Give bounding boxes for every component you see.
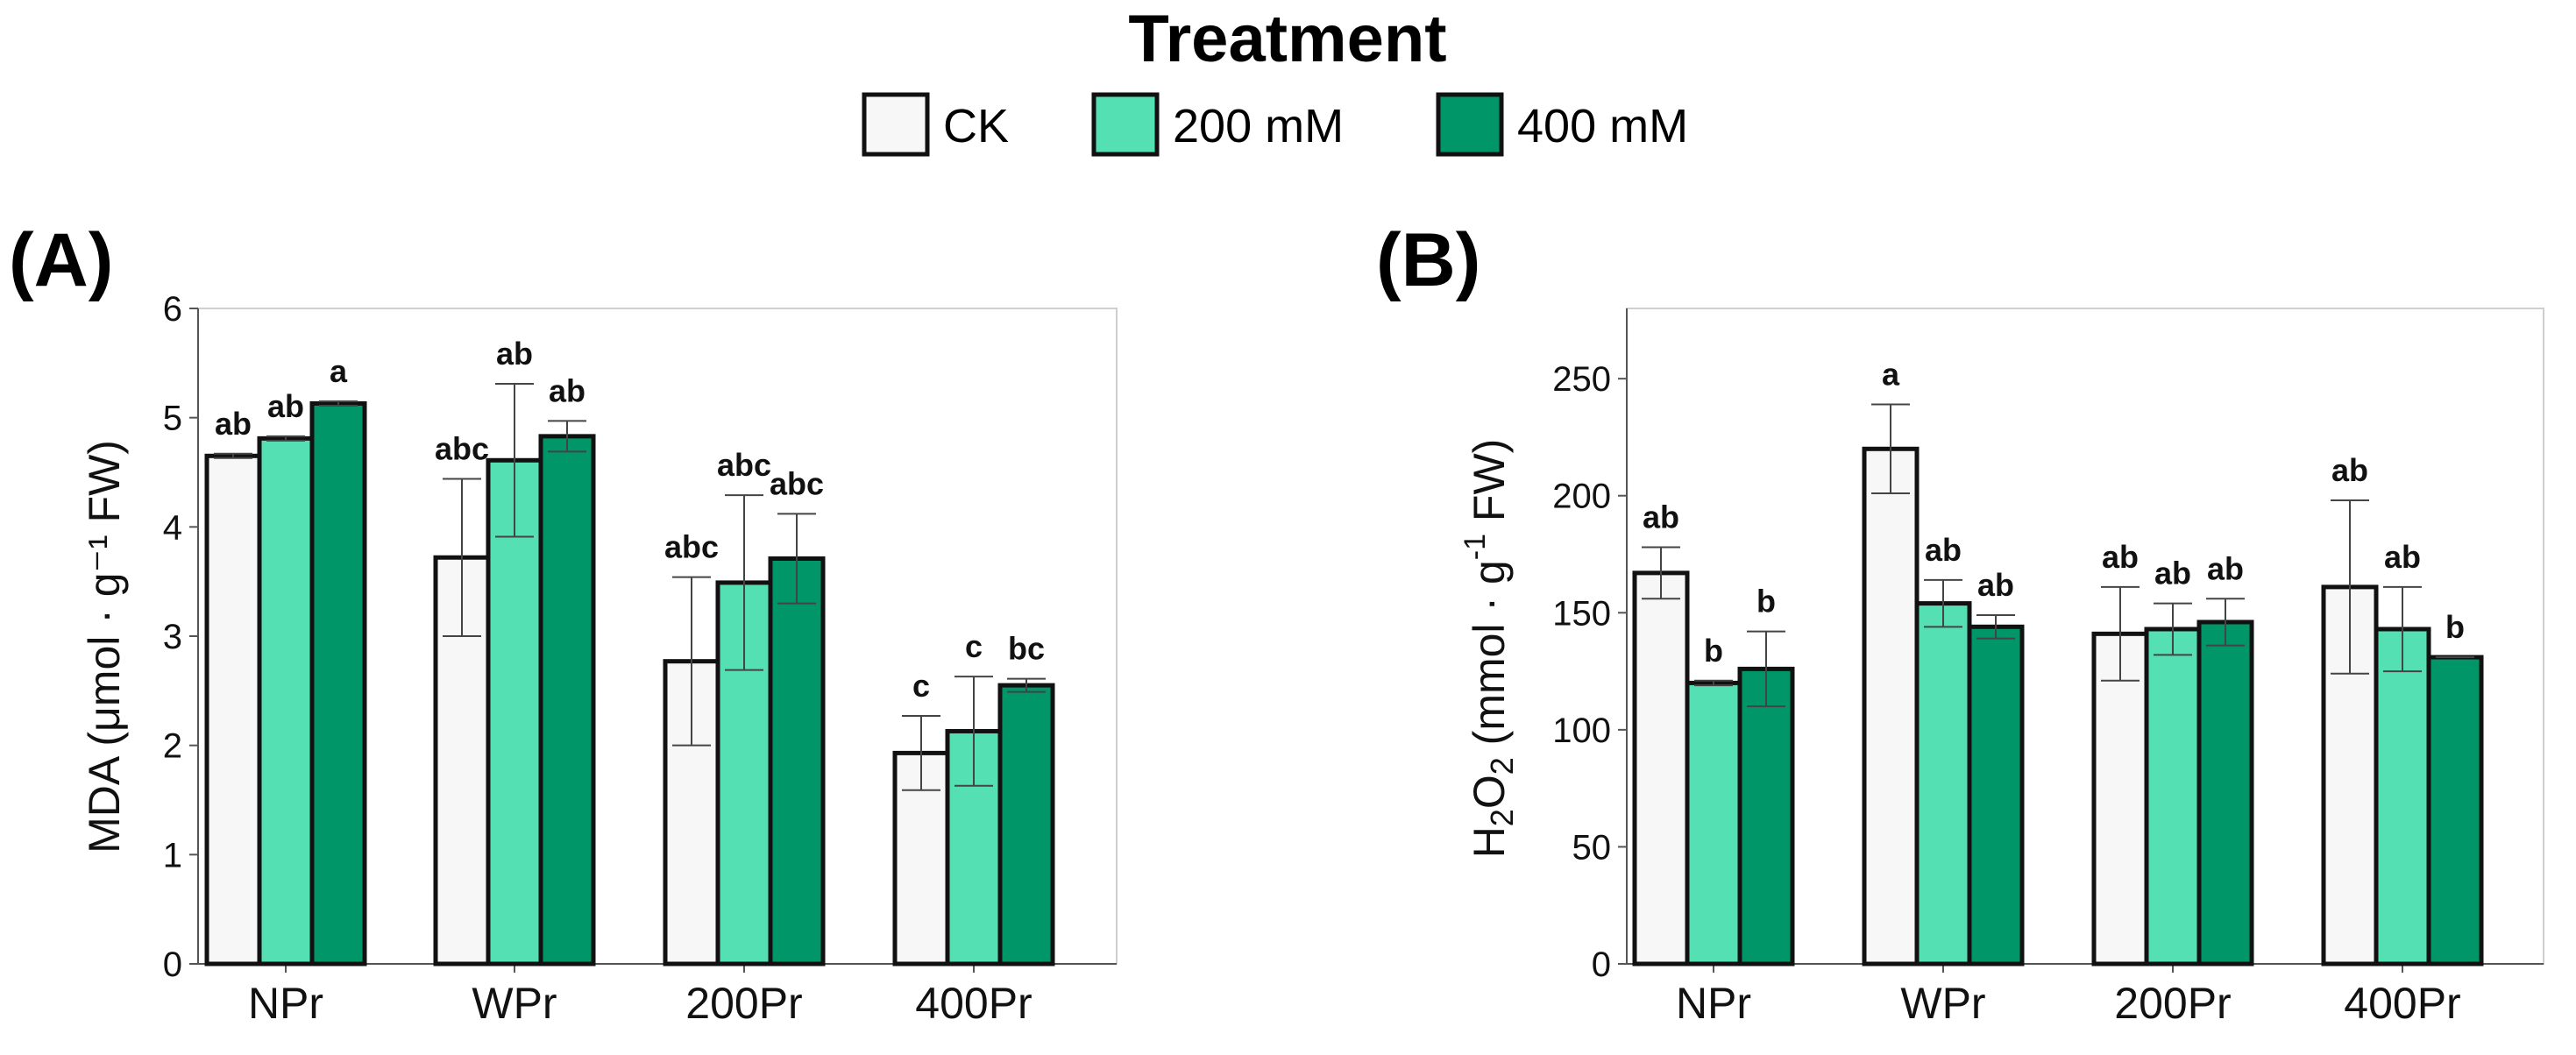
panel-b-significance-label: b xyxy=(1756,584,1776,620)
panel-b-bar xyxy=(1914,601,1972,966)
panel-b-significance-label: ab xyxy=(2331,452,2368,488)
panel-b-bar xyxy=(2196,620,2254,966)
panel-b-x-tick-label: 400Pr xyxy=(2344,979,2460,1028)
legend-label-200mm: 200 mM xyxy=(1173,100,1344,152)
panel-a-bar xyxy=(257,435,315,966)
panel-a-y-tick-label: 2 xyxy=(163,727,182,766)
legend-title: Treatment xyxy=(1128,2,1446,76)
panel-b-y-tick-label: 0 xyxy=(1592,945,1611,984)
panel-b-y-tick-label: 200 xyxy=(1552,478,1611,516)
panel-b-bar xyxy=(2426,655,2484,966)
panel-a-label: (A) xyxy=(9,218,113,302)
panel-a-bar xyxy=(768,556,826,966)
panel-b-bar xyxy=(1632,570,1690,966)
panel-b-significance-label: b xyxy=(1704,633,1723,669)
panel-a-y-tick-label: 1 xyxy=(163,836,182,874)
panel-a-bar xyxy=(309,400,367,966)
panel-b-significance-label: b xyxy=(2445,609,2465,645)
panel-a-bar xyxy=(538,434,596,966)
panel-b-x-tick-label: 200Pr xyxy=(2114,979,2231,1028)
panel-a-x-tick-label: WPr xyxy=(472,979,557,1028)
panel-b-chart: H2O2 (mmol · g-1 FW) 0 50 100 150 200 250 NPr a… xyxy=(1458,308,2544,1028)
legend-swatch-200mm xyxy=(1091,92,1160,157)
panel-b-bar xyxy=(1862,446,1920,966)
panel-b-significance-label: ab xyxy=(1977,567,2014,603)
panel-b-x-tick-label: NPr xyxy=(1676,979,1751,1028)
legend-label-400mm: 400 mM xyxy=(1517,100,1688,152)
panel-b-significance-label: ab xyxy=(1925,532,1962,568)
legend: Treatment CK 200 mM 400 mM xyxy=(862,2,1688,157)
panel-b-significance-label: ab xyxy=(2102,539,2139,575)
legend-swatch-ck xyxy=(862,92,930,157)
panel-a-x-tick-label: 200Pr xyxy=(685,979,802,1028)
panel-a-y-tick-label: 4 xyxy=(163,508,182,547)
panel-a-significance-label: ab xyxy=(267,388,304,424)
panel-a-significance-label: abc xyxy=(717,447,771,483)
panel-a-x-tick-label: NPr xyxy=(248,979,323,1028)
panel-b-significance-label: ab xyxy=(2384,539,2421,575)
panel-b-significance-label: ab xyxy=(2207,550,2244,586)
panel-b-y-axis-label: H2O2 (mmol · g-1 FW) xyxy=(1458,439,1520,859)
panel-b-bar xyxy=(2374,627,2431,966)
panel-a-y-tick-label: 0 xyxy=(163,945,182,984)
panel-a-significance-label: ab xyxy=(215,406,252,442)
legend-label-ck: CK xyxy=(943,100,1009,152)
panel-b-y-tick-label: 50 xyxy=(1572,828,1612,867)
panel-a-y-tick-label: 6 xyxy=(163,290,182,329)
panel-b-y-tick-label: 150 xyxy=(1552,594,1611,633)
panel-a-significance-label: abc xyxy=(664,529,719,565)
panel-b-label: (B) xyxy=(1376,218,1480,302)
panel-a-significance-label: c xyxy=(912,668,930,704)
panel-b-bar xyxy=(2144,627,2202,966)
panel-a-y-axis-label: MDA (μmol · g⁻¹ FW) xyxy=(80,440,129,853)
legend-swatch-400mm xyxy=(1436,92,1504,157)
panel-a-significance-label: ab xyxy=(549,372,585,408)
panel-b-significance-label: ab xyxy=(1643,499,1679,535)
panel-b-y-tick-label: 100 xyxy=(1552,712,1611,750)
panel-b-bar xyxy=(2091,631,2149,966)
panel-a-x-tick-label: 400Pr xyxy=(915,979,1032,1028)
panel-b-significance-label: a xyxy=(1882,357,1900,393)
panel-a-significance-label: ab xyxy=(496,336,533,372)
panel-b-x-tick-label: WPr xyxy=(1900,979,1985,1028)
panel-a-y-tick-label: 3 xyxy=(163,618,182,656)
panel-a-significance-label: abc xyxy=(770,465,824,501)
panel-b-significance-label: ab xyxy=(2154,556,2191,591)
panel-a-significance-label: bc xyxy=(1008,631,1045,667)
panel-a-significance-label: a xyxy=(330,353,348,389)
panel-a-significance-label: abc xyxy=(435,430,489,466)
panel-a-bar xyxy=(486,457,543,966)
panel-b-y-tick-label: 250 xyxy=(1552,360,1611,399)
panel-a-significance-label: c xyxy=(965,628,983,664)
panel-a-bar xyxy=(204,453,262,966)
panel-b-bar xyxy=(1737,666,1795,966)
panel-a-y-tick-label: 5 xyxy=(163,400,182,438)
panel-a-bar xyxy=(997,683,1055,966)
panel-b-bar xyxy=(1685,680,1742,966)
panel-b-bar xyxy=(1967,624,2025,966)
